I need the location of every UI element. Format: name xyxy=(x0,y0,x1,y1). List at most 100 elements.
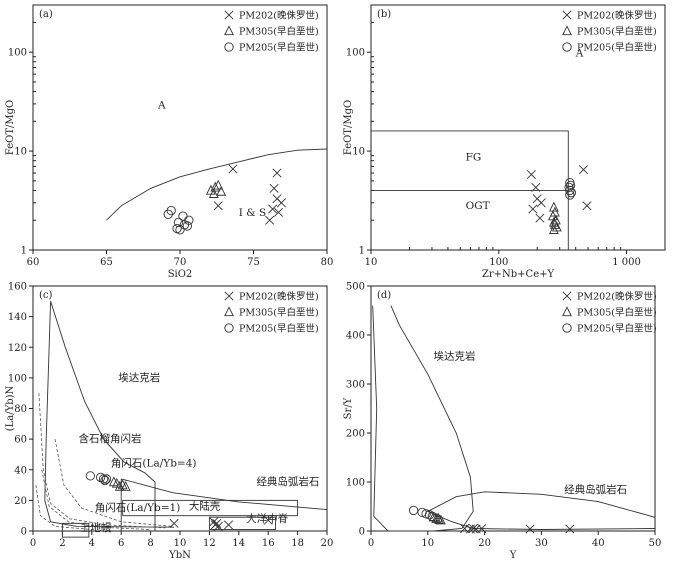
panel-c: (c) 0 2 4 6 8 10 12 14 16 18 20 0 20 40 60 80 100 120 140 16… xyxy=(5,282,333,562)
y-tick-label: 10 xyxy=(14,147,27,158)
cross-stroke xyxy=(224,10,234,20)
x-tick-label: 20 xyxy=(321,538,334,549)
circle-marker xyxy=(565,180,576,191)
circle-marker xyxy=(182,221,193,231)
triangle-marker xyxy=(431,513,442,523)
plot-frame xyxy=(370,4,666,251)
legend-label: PM305(早白垩世) xyxy=(577,26,657,38)
legend-label: PM205(早白垩世) xyxy=(239,42,319,54)
panel-label: (c) xyxy=(39,290,53,301)
field-label: 经典岛弧岩石 xyxy=(256,475,319,488)
cross-stroke xyxy=(273,207,284,217)
cross-marker xyxy=(269,183,279,193)
cross-marker xyxy=(273,207,284,217)
cross-stroke xyxy=(562,10,572,20)
cross-stroke xyxy=(535,213,545,223)
triangle-marker xyxy=(548,224,559,234)
x-tick-label: 70 xyxy=(174,257,187,268)
x-tick-label: 18 xyxy=(291,538,304,549)
triangle-marker xyxy=(435,514,446,525)
circle-marker xyxy=(178,211,188,221)
continental-crust-box xyxy=(122,499,299,517)
panel-label: (b) xyxy=(377,9,391,20)
amphibole-curve-1 xyxy=(41,469,151,530)
triangle-marker xyxy=(213,179,224,190)
x-tick-label: 4 xyxy=(89,538,95,549)
legend-circle-icon xyxy=(224,323,234,333)
cross-stroke xyxy=(536,198,546,208)
cross-stroke xyxy=(265,215,275,225)
cross-stroke xyxy=(209,517,219,527)
legend: PM202(晚侏罗世) PM305(早白垩世) PM205(早白垩世) xyxy=(224,10,319,54)
legend-cross-icon xyxy=(562,291,572,301)
legend-label: PM202(晚侏罗世) xyxy=(577,10,657,22)
x-tick-label: 65 xyxy=(100,257,113,268)
a-type-boundary xyxy=(106,148,328,221)
y-axis-label: FeOT/MgO xyxy=(343,100,354,155)
cross-stroke xyxy=(525,524,535,534)
x-tick-label: 16 xyxy=(262,538,275,549)
x-tick-label: 10 xyxy=(421,538,434,549)
triangle-marker xyxy=(548,201,559,212)
x-tick-label: 1 000 xyxy=(612,257,641,268)
field-label: 埃达克岩 xyxy=(118,371,160,384)
circle-marker xyxy=(566,188,577,198)
field-label: 含石榴角闪岩 xyxy=(79,432,142,445)
cross-stroke xyxy=(269,183,279,193)
cross-marker xyxy=(265,215,275,225)
cross-marker xyxy=(528,204,538,214)
field-label: OGT xyxy=(466,200,490,212)
cross-marker xyxy=(536,198,546,208)
y-tick-label: 100 xyxy=(8,48,27,59)
x-tick-label: 14 xyxy=(232,538,245,549)
circle-marker xyxy=(100,475,110,486)
cross-stroke xyxy=(224,291,234,301)
cross-marker xyxy=(276,198,286,208)
legend-triangle-icon xyxy=(562,306,572,317)
cross-stroke xyxy=(578,165,588,175)
legend-triangle-icon xyxy=(224,306,234,317)
cross-marker xyxy=(169,518,179,528)
upper-mantle-box xyxy=(61,522,90,538)
cross-stroke xyxy=(268,204,278,214)
y-tick-label: 100 xyxy=(346,48,365,59)
cross-marker xyxy=(223,520,234,530)
legend-cross-icon xyxy=(562,10,572,20)
cross-marker xyxy=(468,524,478,534)
triangle-marker xyxy=(114,480,125,491)
cross-stroke xyxy=(562,291,572,301)
triangle-marker xyxy=(549,219,560,229)
circle-marker xyxy=(565,185,575,196)
mid-ocean-ridge-box xyxy=(208,516,276,530)
y-tick-label: 1 xyxy=(359,246,365,257)
cross-stroke xyxy=(213,201,223,211)
field-label: 角闪石(La/Yb=1) xyxy=(95,501,181,514)
x-tick-label: 60 xyxy=(27,257,40,268)
panel-label: (a) xyxy=(39,9,53,20)
y-tick-label: 140 xyxy=(8,312,27,323)
y-axis-label: (La/Yb)N xyxy=(5,385,16,431)
cross-stroke xyxy=(169,518,179,528)
x-axis-label: YbN xyxy=(168,550,191,561)
field-label: I & S xyxy=(239,207,266,219)
cross-stroke xyxy=(565,524,575,534)
cross-marker xyxy=(213,521,223,531)
y-tick-label: 160 xyxy=(8,282,27,293)
panel-b: (b)10 100 1 000110100Zr+Nb+Ce+YFeOT/MgOAFG… xyxy=(343,4,666,280)
y-tick-label: 300 xyxy=(346,380,365,391)
plot-frame xyxy=(370,285,656,532)
garnet-amphibolite-curve xyxy=(38,393,166,529)
circle-marker xyxy=(163,209,173,219)
y-tick-label: 200 xyxy=(346,429,365,440)
cross-stroke xyxy=(272,194,282,204)
y-axis-label: FeOT/MgO xyxy=(5,100,16,155)
x-tick-label: 6 xyxy=(118,538,124,549)
cross-marker xyxy=(525,524,535,534)
fg-boundary xyxy=(371,130,569,250)
adakite-field xyxy=(372,305,474,532)
cross-stroke xyxy=(276,198,286,208)
cross-stroke xyxy=(528,204,538,214)
triangle-marker xyxy=(428,511,439,522)
legend-cross-icon xyxy=(224,291,234,301)
